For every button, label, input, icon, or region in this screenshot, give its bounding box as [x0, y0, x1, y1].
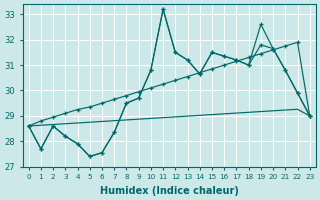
X-axis label: Humidex (Indice chaleur): Humidex (Indice chaleur)	[100, 186, 239, 196]
